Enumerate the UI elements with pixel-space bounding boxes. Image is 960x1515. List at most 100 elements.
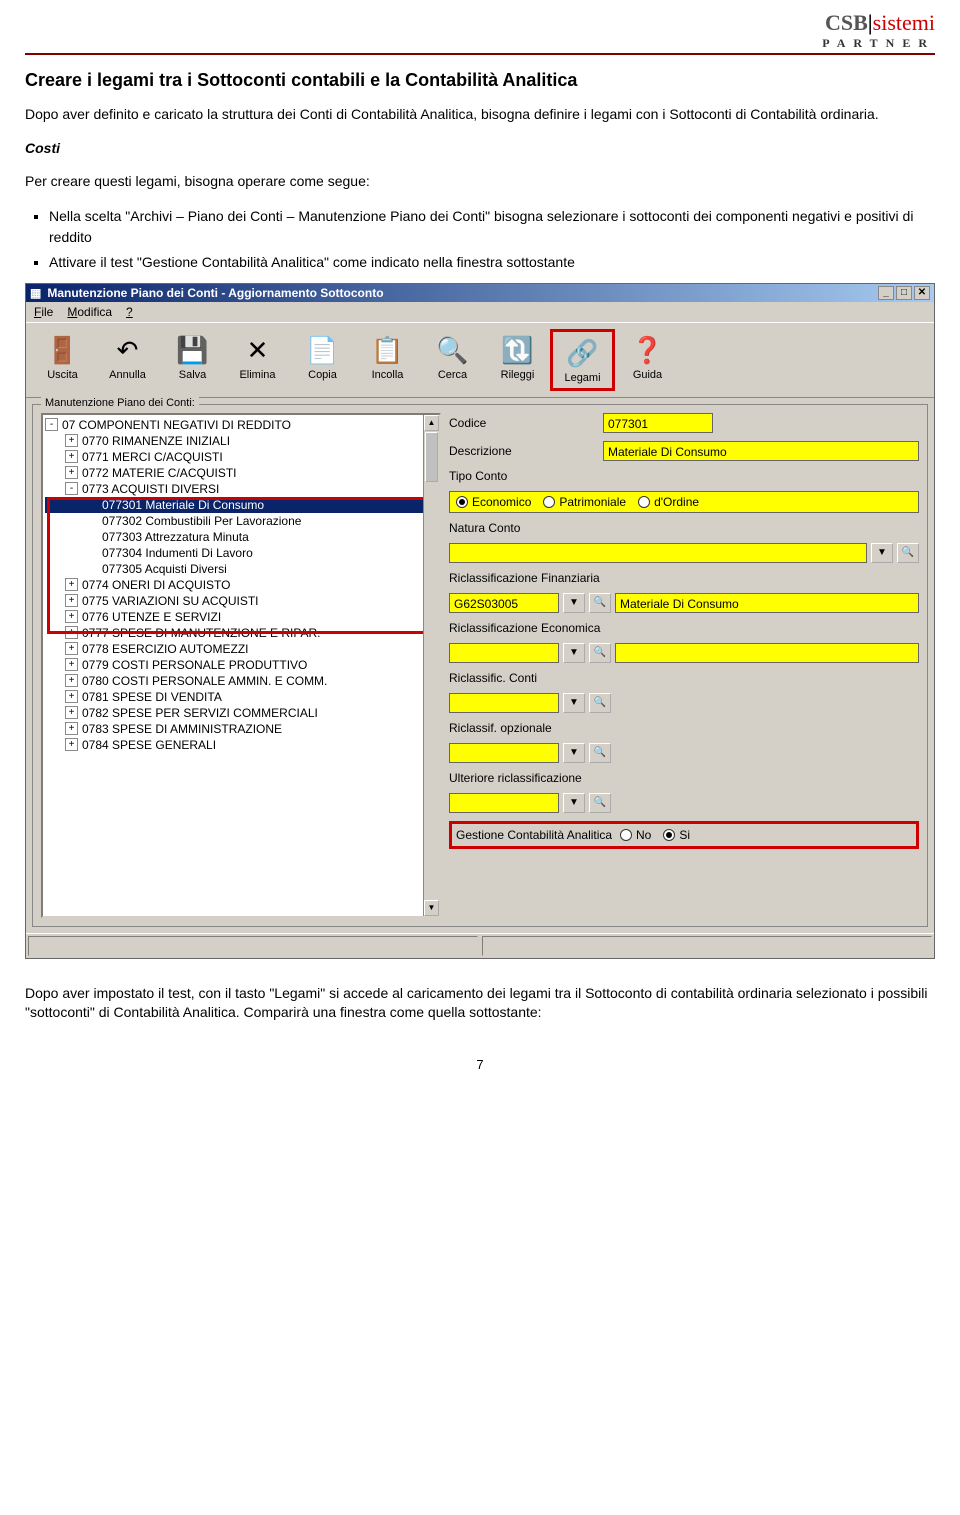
tree-item[interactable]: +0775 VARIAZIONI SU ACQUISTI: [45, 593, 437, 609]
label-ult-riclass: Ulteriore riclassificazione: [449, 771, 582, 785]
dropdown-icon[interactable]: ▼: [871, 543, 893, 563]
expand-icon[interactable]: +: [65, 706, 78, 719]
elimina-icon: ✕: [225, 333, 290, 369]
expand-icon[interactable]: +: [65, 674, 78, 687]
field-riclass-eco-code[interactable]: [449, 643, 559, 663]
radio-patrimoniale[interactable]: Patrimoniale: [543, 495, 626, 509]
tree-item[interactable]: 077301 Materiale Di Consumo: [45, 497, 437, 513]
doc-section-head: Costi: [25, 139, 935, 159]
toolbar-guida-button[interactable]: ❓Guida: [615, 329, 680, 391]
dropdown-icon[interactable]: ▼: [563, 643, 585, 663]
toolbar-copia-button[interactable]: 📄Copia: [290, 329, 355, 391]
tree-item[interactable]: 077305 Acquisti Diversi: [45, 561, 437, 577]
annulla-icon: ↶: [95, 333, 160, 369]
lookup-icon[interactable]: 🔍: [589, 693, 611, 713]
scroll-down-button[interactable]: ▼: [424, 900, 439, 916]
field-codice[interactable]: 077301: [603, 413, 713, 433]
toolbar-rileggi-button[interactable]: 🔃Rileggi: [485, 329, 550, 391]
label-natura-conto: Natura Conto: [449, 521, 599, 535]
menu-file[interactable]: File: [34, 305, 53, 319]
lookup-icon[interactable]: 🔍: [589, 643, 611, 663]
expand-icon[interactable]: +: [65, 434, 78, 447]
lookup-icon[interactable]: 🔍: [589, 743, 611, 763]
tree-item[interactable]: +0778 ESERCIZIO AUTOMEZZI: [45, 641, 437, 657]
toolbar-cerca-button[interactable]: 🔍Cerca: [420, 329, 485, 391]
status-cell: [28, 936, 478, 956]
lookup-icon[interactable]: 🔍: [589, 793, 611, 813]
tree-item[interactable]: +0783 SPESE DI AMMINISTRAZIONE: [45, 721, 437, 737]
tree-item[interactable]: +0776 UTENZE E SERVIZI: [45, 609, 437, 625]
radio-ordine[interactable]: d'Ordine: [638, 495, 699, 509]
field-riclass-fin-code[interactable]: G62S03005: [449, 593, 559, 613]
expand-icon[interactable]: +: [65, 738, 78, 751]
label-riclass-conti: Riclassific. Conti: [449, 671, 599, 685]
toolbar-legami-button[interactable]: 🔗Legami: [550, 329, 615, 391]
logo-csb: CSB: [825, 10, 868, 35]
doc-p2: Per creare questi legami, bisogna operar…: [25, 172, 935, 192]
toolbar-elimina-button[interactable]: ✕Elimina: [225, 329, 290, 391]
toolbar-salva-button[interactable]: 💾Salva: [160, 329, 225, 391]
toolbar-annulla-button[interactable]: ↶Annulla: [95, 329, 160, 391]
expand-icon[interactable]: +: [65, 466, 78, 479]
tree-item[interactable]: +0780 COSTI PERSONALE AMMIN. E COMM.: [45, 673, 437, 689]
dropdown-icon[interactable]: ▼: [563, 693, 585, 713]
expand-icon[interactable]: +: [65, 690, 78, 703]
tree-item[interactable]: +0782 SPESE PER SERVIZI COMMERCIALI: [45, 705, 437, 721]
expand-icon[interactable]: -: [45, 418, 58, 431]
dropdown-icon[interactable]: ▼: [563, 593, 585, 613]
toolbar-incolla-button[interactable]: 📋Incolla: [355, 329, 420, 391]
expand-icon[interactable]: +: [65, 450, 78, 463]
status-cell: [482, 936, 932, 956]
field-ult-riclass[interactable]: [449, 793, 559, 813]
tree-item[interactable]: +0777 SPESE DI MANUTENZIONE E RIPAR.: [45, 625, 437, 641]
expand-icon[interactable]: +: [65, 642, 78, 655]
scroll-thumb[interactable]: [425, 432, 438, 482]
expand-icon[interactable]: +: [65, 578, 78, 591]
tree-item[interactable]: -0773 ACQUISTI DIVERSI: [45, 481, 437, 497]
expand-icon[interactable]: +: [65, 722, 78, 735]
field-riclass-eco-desc[interactable]: [615, 643, 919, 663]
doc-title: Creare i legami tra i Sottoconti contabi…: [25, 70, 935, 91]
tree-item[interactable]: +0779 COSTI PERSONALE PRODUTTIVO: [45, 657, 437, 673]
lookup-icon[interactable]: 🔍: [897, 543, 919, 563]
field-natura-conto[interactable]: [449, 543, 867, 563]
cerca-icon: 🔍: [420, 333, 485, 369]
dropdown-icon[interactable]: ▼: [563, 743, 585, 763]
tree-item[interactable]: +0771 MERCI C/ACQUISTI: [45, 449, 437, 465]
tree-item[interactable]: +0774 ONERI DI ACQUISTO: [45, 577, 437, 593]
highlight-annotation-2: Gestione Contabilità Analitica No Si: [449, 821, 919, 849]
toolbar-uscita-button[interactable]: 🚪Uscita: [30, 329, 95, 391]
scroll-up-button[interactable]: ▲: [424, 415, 439, 431]
field-riclass-conti[interactable]: [449, 693, 559, 713]
menu-help[interactable]: ?: [126, 305, 133, 319]
tree-item[interactable]: +0772 MATERIE C/ACQUISTI: [45, 465, 437, 481]
tree-item[interactable]: 077304 Indumenti Di Lavoro: [45, 545, 437, 561]
tree-item[interactable]: +0770 RIMANENZE INIZIALI: [45, 433, 437, 449]
tree-item[interactable]: -07 COMPONENTI NEGATIVI DI REDDITO: [45, 417, 437, 433]
lookup-icon[interactable]: 🔍: [589, 593, 611, 613]
close-button[interactable]: ✕: [914, 286, 930, 300]
scrollbar[interactable]: ▲ ▼: [423, 415, 439, 916]
menu-modifica[interactable]: Modifica: [67, 305, 112, 319]
expand-icon[interactable]: -: [65, 482, 78, 495]
tree-item[interactable]: +0781 SPESE DI VENDITA: [45, 689, 437, 705]
radio-si[interactable]: Si: [663, 828, 690, 842]
maximize-button[interactable]: □: [896, 286, 912, 300]
app-icon: ▦: [30, 286, 41, 300]
main-group: Manutenzione Piano dei Conti: -07 COMPON…: [32, 404, 928, 927]
radio-no[interactable]: No: [620, 828, 651, 842]
field-riclass-opt[interactable]: [449, 743, 559, 763]
dropdown-icon[interactable]: ▼: [563, 793, 585, 813]
expand-icon[interactable]: +: [65, 626, 78, 639]
minimize-button[interactable]: _: [878, 286, 894, 300]
tree-item[interactable]: +0784 SPESE GENERALI: [45, 737, 437, 753]
expand-icon[interactable]: +: [65, 658, 78, 671]
expand-icon[interactable]: +: [65, 594, 78, 607]
field-riclass-fin-desc[interactable]: Materiale Di Consumo: [615, 593, 919, 613]
app-window: ▦ Manutenzione Piano dei Conti - Aggiorn…: [25, 283, 935, 959]
tree-item[interactable]: 077303 Attrezzatura Minuta: [45, 529, 437, 545]
tree-item[interactable]: 077302 Combustibili Per Lavorazione: [45, 513, 437, 529]
expand-icon[interactable]: +: [65, 610, 78, 623]
radio-economico[interactable]: Economico: [456, 495, 531, 509]
field-descrizione[interactable]: Materiale Di Consumo: [603, 441, 919, 461]
